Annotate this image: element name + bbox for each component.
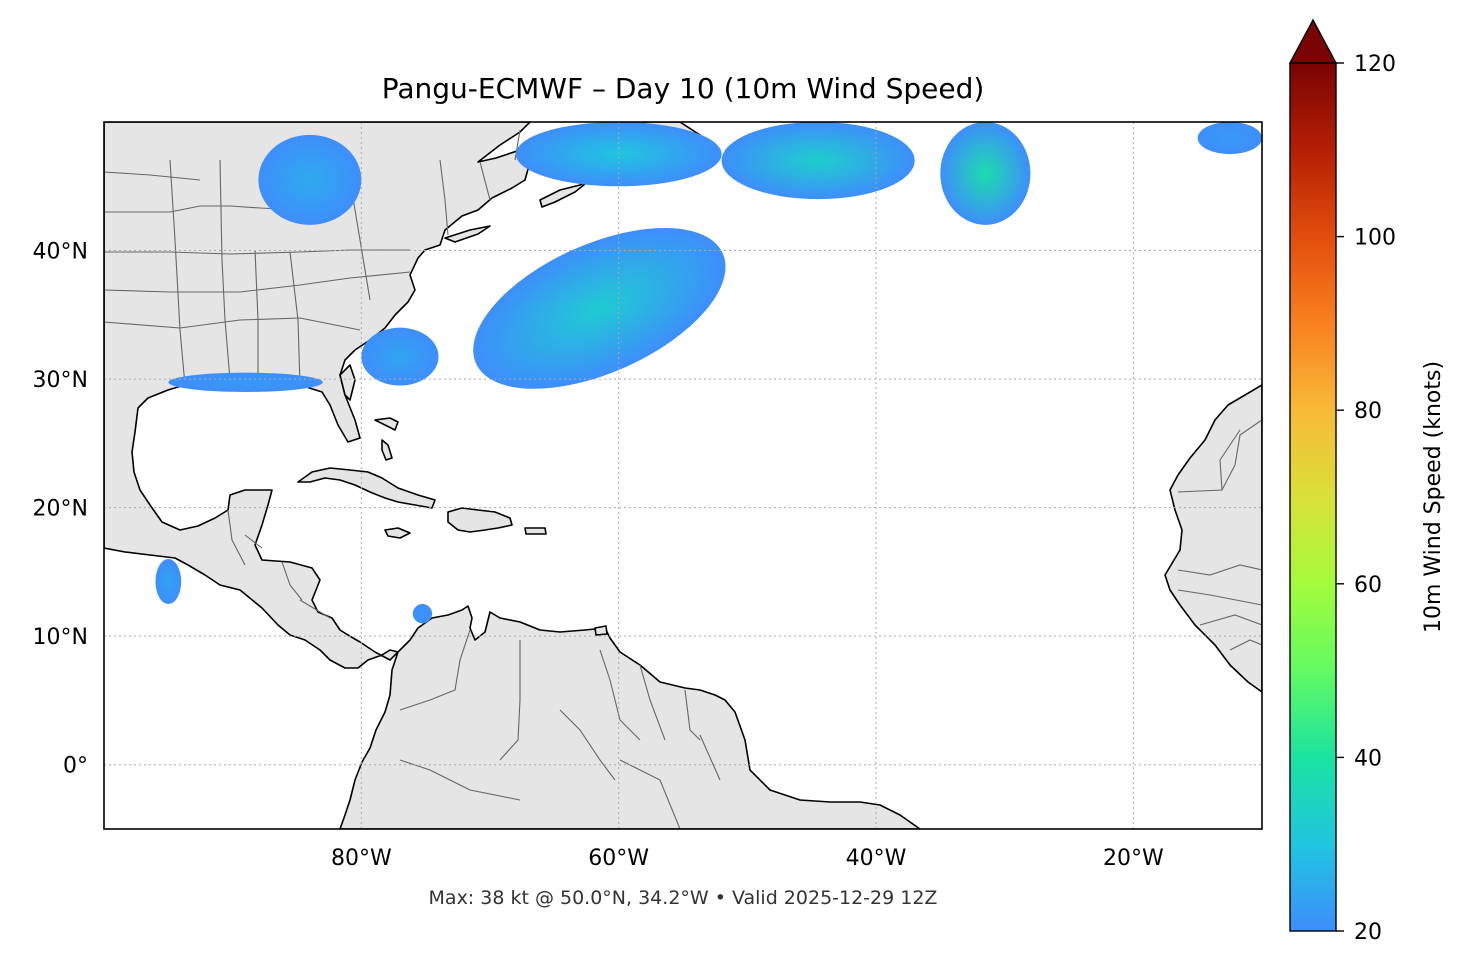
wind-region-northeast-corner xyxy=(1197,122,1262,155)
lon-tick-label: 20°W xyxy=(1103,846,1164,871)
north-america-land xyxy=(104,122,531,669)
chart-title: Pangu-ECMWF – Day 10 (10m Wind Speed) xyxy=(382,72,985,105)
land-masses xyxy=(104,122,1262,829)
lat-tick-label: 20°N xyxy=(33,497,88,522)
puerto-rico xyxy=(524,527,547,535)
latitude-ticks: 40°N 30°N 20°N 10°N 0° xyxy=(33,240,88,779)
lat-tick-label: 10°N xyxy=(33,625,88,650)
wind-region-southeast-us-coast xyxy=(361,327,439,386)
florida-peninsula xyxy=(339,364,356,401)
wind-region-caribbean-south xyxy=(412,604,433,624)
cuba xyxy=(297,467,436,509)
lat-tick-label: 30°N xyxy=(33,368,88,393)
wind-region-central-atlantic-jet xyxy=(473,227,726,389)
gridlines xyxy=(104,122,1262,829)
colorbar-tick-label: 60 xyxy=(1354,573,1382,598)
colorbar-tick-label: 40 xyxy=(1354,746,1382,771)
africa-land xyxy=(1164,384,1262,693)
lon-tick-label: 80°W xyxy=(331,846,392,871)
wind-speed-layer xyxy=(155,122,1262,624)
map-area xyxy=(104,122,1262,829)
lat-tick-label: 0° xyxy=(63,754,88,779)
wind-region-gulf-of-st-lawrence xyxy=(515,122,722,187)
lon-tick-label: 60°W xyxy=(588,846,649,871)
wind-region-eastern-pacific xyxy=(155,559,182,605)
colorbar-tick-label: 120 xyxy=(1354,52,1396,77)
colorbar-ticks: 20 40 60 80 100 120 xyxy=(1336,52,1396,945)
south-america-land xyxy=(339,605,921,829)
longitude-ticks: 80°W 60°W 40°W 20°W xyxy=(331,846,1164,871)
colorbar-tick-label: 80 xyxy=(1354,399,1382,424)
colorbar-label: 10m Wind Speed (knots) xyxy=(1421,361,1446,633)
wind-region-mid-atlantic-north xyxy=(940,122,1031,225)
colorbar-gradient xyxy=(1289,62,1337,932)
colorbar: 20 40 60 80 100 120 10m Wind Speed (knots) xyxy=(1288,18,1446,945)
jamaica xyxy=(384,527,411,539)
long-island xyxy=(444,225,491,243)
lat-tick-label: 40°N xyxy=(33,240,88,265)
map-frame xyxy=(103,121,1263,830)
bahamas-1 xyxy=(374,417,399,431)
wind-region-newfoundland-east xyxy=(721,122,915,200)
colorbar-extend-arrow xyxy=(1288,18,1338,64)
colorbar-tick-label: 100 xyxy=(1354,226,1396,251)
footer-info: Max: 38 kt @ 50.0°N, 34.2°W • Valid 2025… xyxy=(429,887,938,909)
trinidad xyxy=(594,625,608,636)
colorbar-tick-label: 20 xyxy=(1354,920,1382,945)
wind-region-northern-gulf-of-mexico xyxy=(168,372,323,392)
nova-scotia xyxy=(539,179,591,208)
wind-region-great-lakes xyxy=(258,134,362,225)
hispaniola xyxy=(447,507,513,533)
bahamas-2 xyxy=(381,439,393,461)
lon-tick-label: 40°W xyxy=(846,846,907,871)
